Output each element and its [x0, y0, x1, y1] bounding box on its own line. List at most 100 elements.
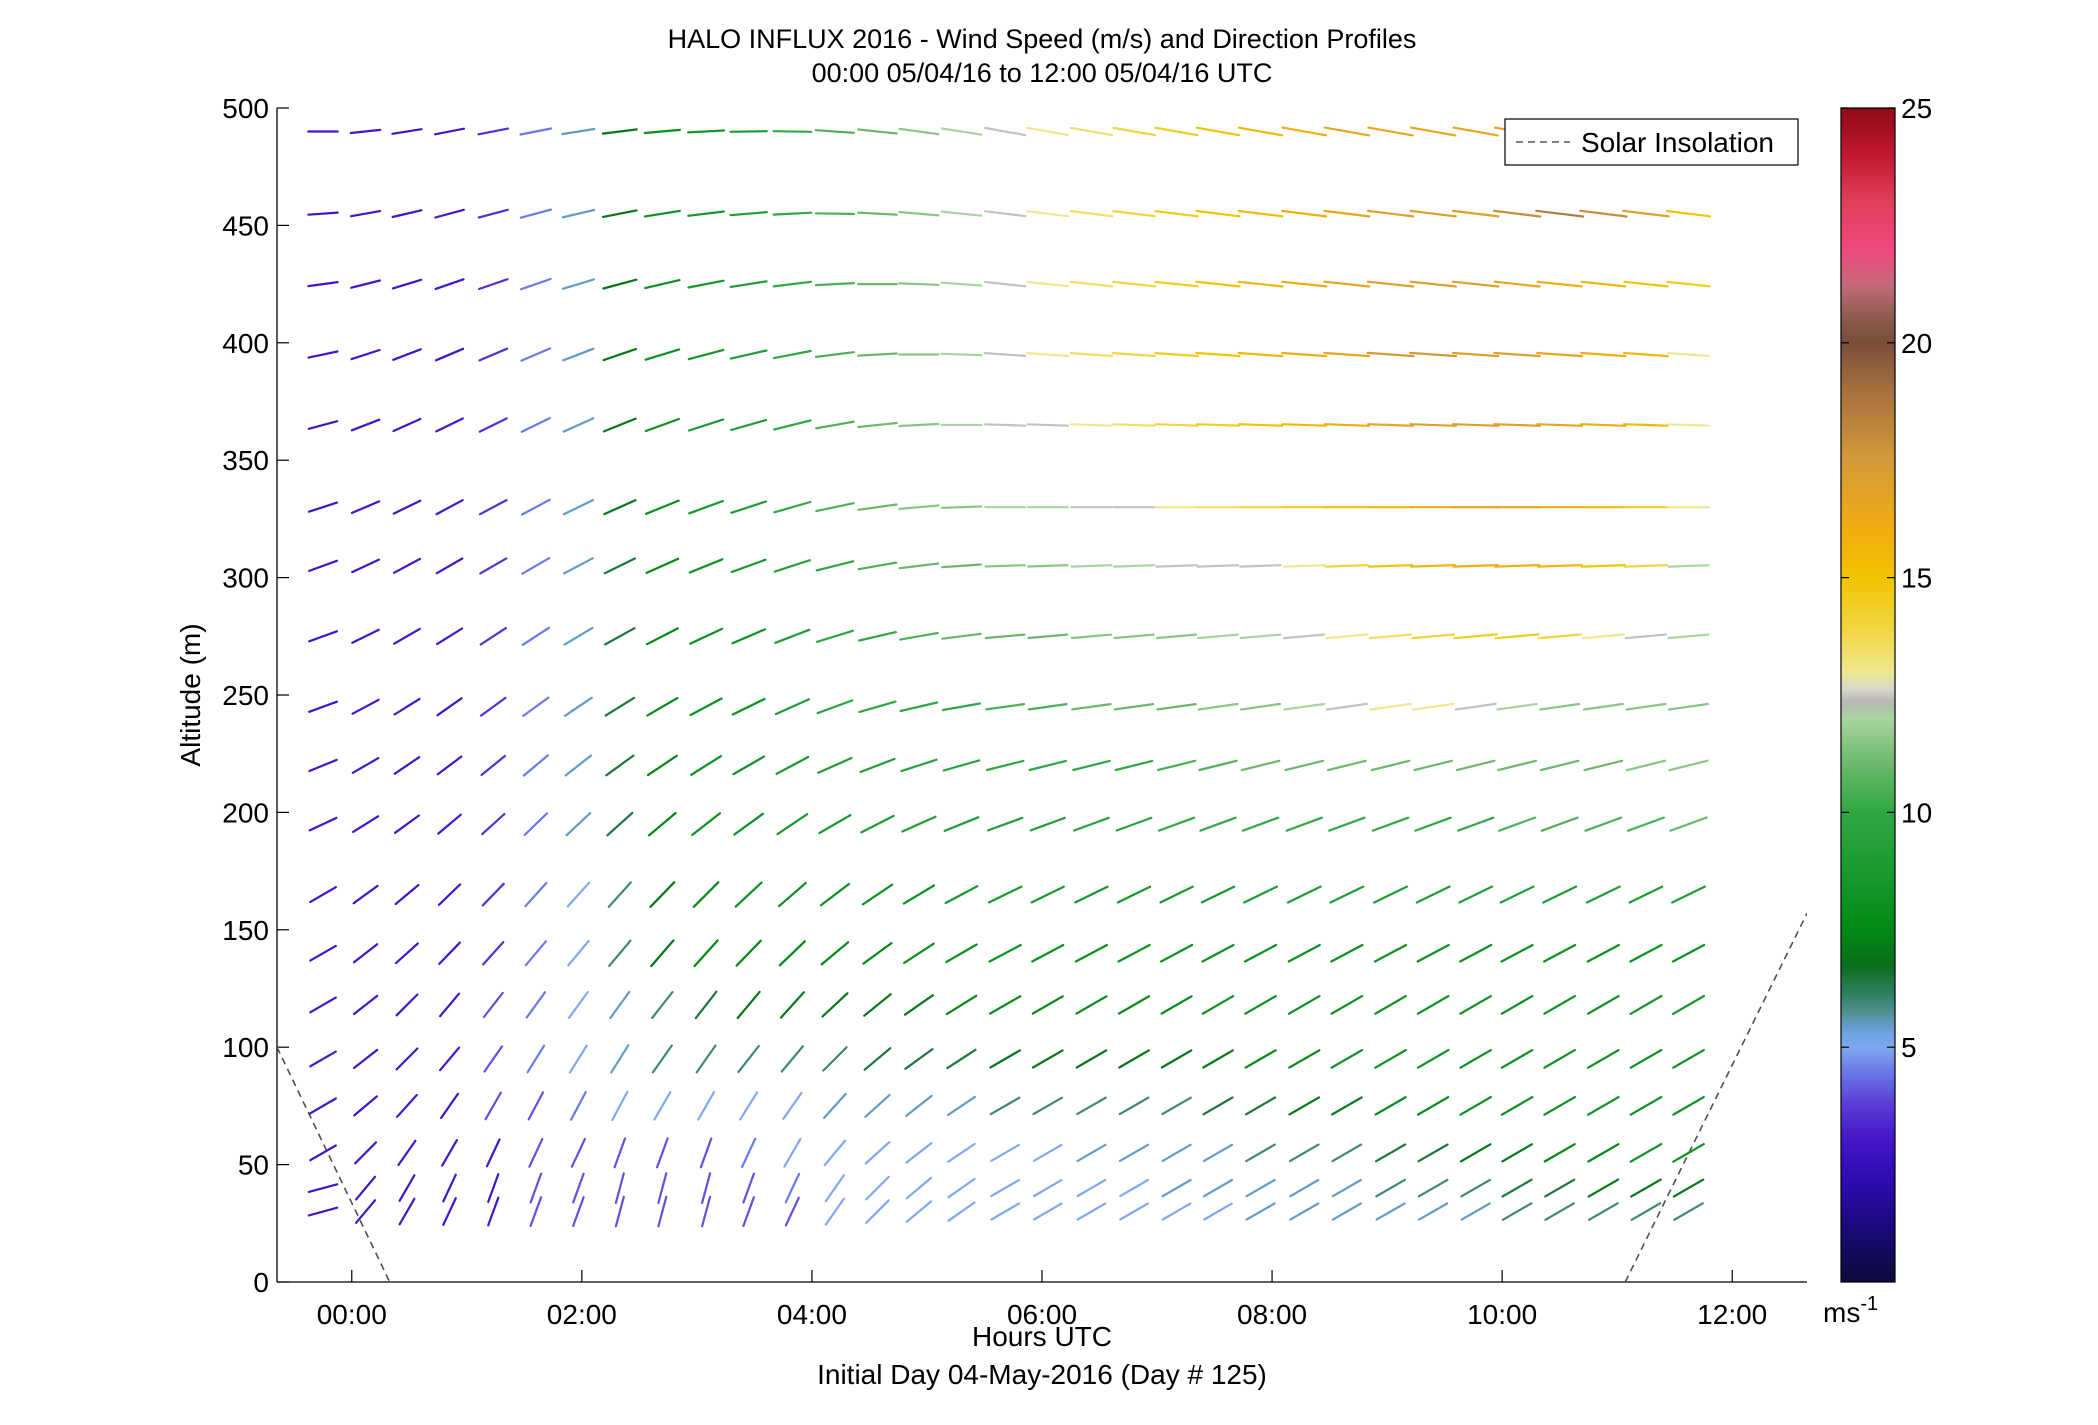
wind-vector	[900, 758, 938, 773]
wind-vector	[1543, 1143, 1576, 1163]
wind-vector	[307, 420, 339, 430]
wind-vector	[1202, 1049, 1234, 1069]
wind-vector	[1289, 1178, 1320, 1198]
wind-vector	[1111, 210, 1157, 218]
wind-vector	[1456, 816, 1495, 832]
wind-vector	[1417, 1178, 1449, 1198]
wind-vector	[984, 210, 1027, 218]
wind-vector	[1323, 209, 1371, 218]
wind-vector	[990, 1178, 1021, 1198]
colorbar-ticks: 5 10 15 20 25	[1841, 93, 1932, 1063]
wind-vector	[1536, 423, 1584, 427]
wind-vector	[1026, 423, 1070, 427]
wind-vector	[1580, 423, 1627, 427]
wind-vector	[863, 993, 892, 1017]
wind-vector	[529, 1172, 543, 1204]
wind-vector	[1458, 885, 1494, 904]
wind-vector	[985, 759, 1025, 772]
wind-vector	[354, 1141, 378, 1165]
wind-vector	[1622, 423, 1669, 427]
wind-vector	[1112, 564, 1156, 568]
wind-vector	[1537, 633, 1582, 640]
wind-vector	[352, 994, 379, 1016]
wind-vector	[1323, 126, 1371, 137]
wind-vector	[857, 503, 898, 511]
wind-vector	[735, 939, 762, 967]
wind-vector	[1493, 423, 1542, 427]
wind-vector	[898, 422, 940, 428]
wind-vector	[644, 279, 681, 290]
wind-vector	[309, 944, 337, 962]
wind-vector	[1536, 563, 1583, 568]
wind-vector	[815, 629, 855, 643]
wind-vector	[736, 990, 761, 1020]
y-tick-label: 400	[222, 328, 269, 359]
wind-vector	[308, 559, 338, 573]
wind-vector	[572, 1172, 585, 1204]
wind-vector	[1415, 885, 1451, 904]
wind-vector	[437, 813, 462, 835]
wind-vector	[1245, 1202, 1276, 1221]
wind-vector	[947, 1142, 976, 1163]
wind-vector	[351, 698, 380, 715]
wind-vector	[1414, 816, 1452, 832]
wind-vector	[898, 504, 940, 510]
wind-vector	[391, 278, 423, 290]
wind-vector	[307, 350, 339, 359]
wind-vector	[1501, 1178, 1533, 1198]
wind-vector	[1283, 633, 1326, 640]
wind-vector	[352, 943, 379, 964]
wind-vector	[349, 128, 382, 135]
wind-vector	[946, 1095, 977, 1117]
wind-vector	[1237, 209, 1284, 218]
wind-vector	[1283, 702, 1326, 711]
wind-vector	[1455, 759, 1496, 772]
wind-vector	[857, 561, 898, 571]
wind-vector	[1119, 1178, 1149, 1198]
wind-vector	[1070, 564, 1113, 568]
wind-vector	[525, 991, 547, 1019]
wind-vector	[350, 348, 381, 361]
wind-vector	[739, 1091, 759, 1121]
wind-vector	[1196, 564, 1240, 568]
wind-vector	[1284, 759, 1325, 772]
wind-vector	[983, 280, 1027, 288]
wind-vector	[865, 1175, 890, 1201]
wind-vector	[861, 883, 894, 906]
wind-vector	[815, 420, 855, 430]
wind-vector	[1370, 759, 1411, 772]
wind-vector	[1375, 1202, 1406, 1221]
wind-vector	[772, 130, 813, 133]
wind-vector	[1629, 1048, 1663, 1069]
wind-vector	[1029, 816, 1066, 832]
wind-vector	[572, 1196, 585, 1228]
wind-vector	[604, 696, 636, 717]
wind-vector	[1325, 633, 1369, 640]
wind-vector	[519, 208, 553, 219]
wind-vector	[479, 557, 508, 575]
wind-vector	[645, 557, 680, 575]
wind-vector	[947, 1201, 976, 1222]
wind-vector	[1197, 702, 1239, 711]
wind-vector	[398, 1197, 416, 1226]
wind-vector	[1668, 759, 1709, 772]
wind-vector	[1454, 702, 1497, 711]
wind-vector	[1032, 1143, 1063, 1162]
wind-vector	[478, 278, 509, 291]
wind-vector	[822, 1092, 847, 1120]
legend: Solar Insolation	[1504, 118, 1799, 166]
wind-vector	[439, 1046, 461, 1072]
wind-vector	[1031, 943, 1065, 963]
solar-insolation-line	[1624, 913, 1807, 1282]
wind-vector	[393, 756, 421, 775]
wind-vector	[1543, 1048, 1577, 1069]
wind-vector	[1542, 885, 1578, 904]
wind-vector	[442, 1197, 457, 1227]
solar-insolation-line	[277, 1046, 391, 1282]
wind-vector	[1113, 633, 1155, 640]
wind-vector	[529, 1196, 543, 1228]
wind-vector	[899, 631, 939, 641]
wind-vector	[1195, 351, 1241, 358]
wind-vector	[1289, 1202, 1320, 1221]
wind-vector	[823, 1139, 847, 1167]
